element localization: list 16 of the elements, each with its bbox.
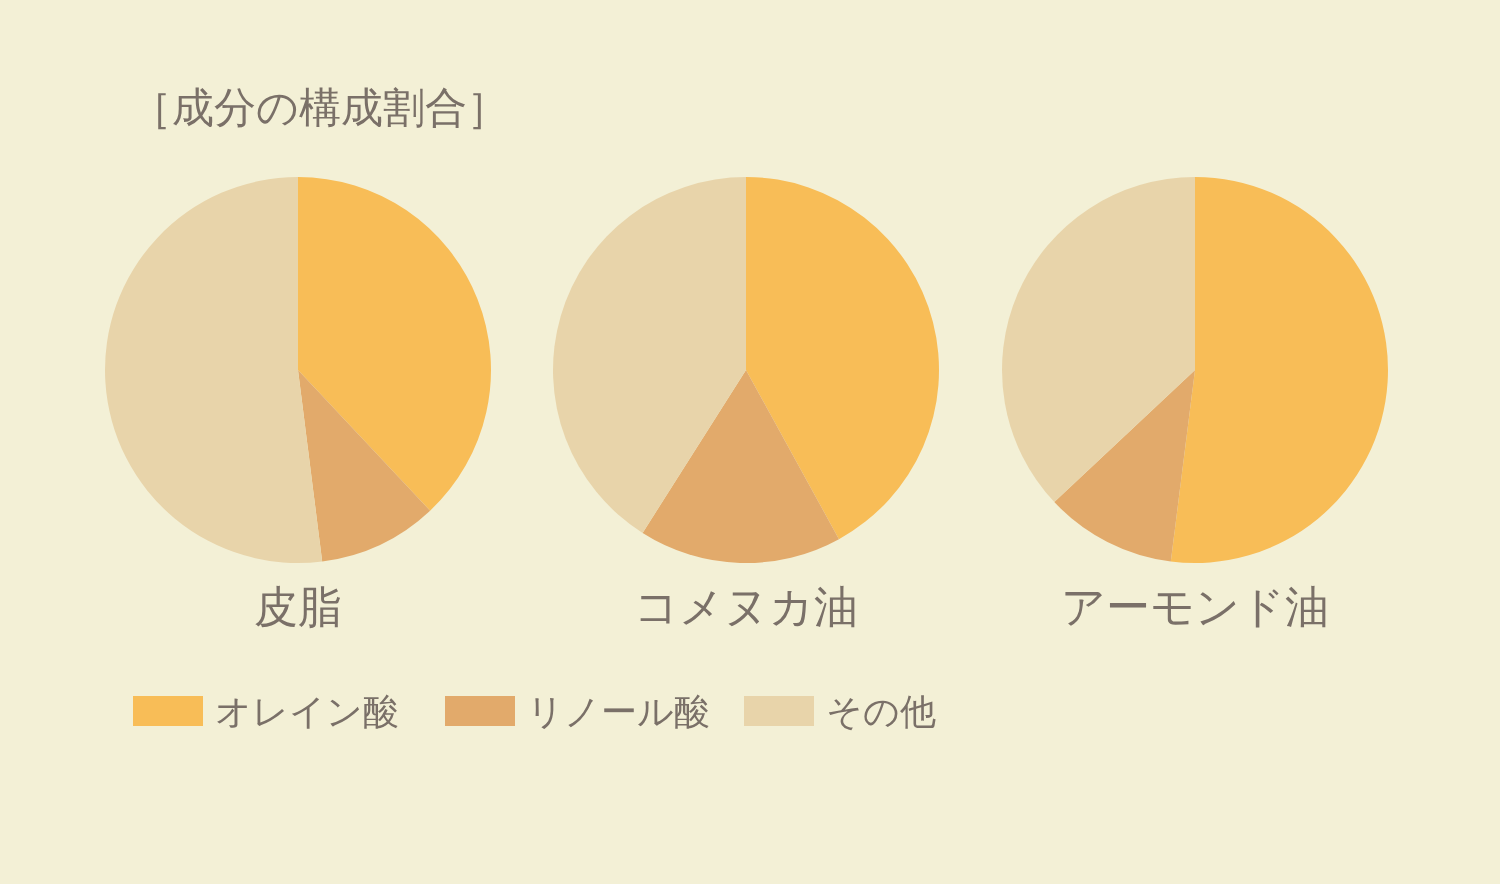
- pie-slice: [1002, 177, 1195, 503]
- text: アーモンド油: [1061, 581, 1329, 632]
- legend-item: その他: [744, 691, 936, 732]
- legend-item: オレイン酸: [133, 691, 399, 732]
- pie-slice: [553, 177, 746, 533]
- legend-label: その他: [826, 691, 936, 732]
- legend-label: リノール酸: [527, 691, 710, 732]
- pie-slice: [746, 177, 939, 540]
- text: コメヌカ油: [634, 581, 858, 632]
- legend-item: リノール酸: [445, 691, 710, 732]
- pie-slice: [1170, 177, 1388, 563]
- pie-slice: [1054, 370, 1195, 562]
- pie-slice: [642, 370, 839, 563]
- text: ［成分の構成割合］: [130, 83, 509, 132]
- text: 皮脂: [254, 581, 342, 632]
- legend-label: オレイン酸: [215, 691, 399, 732]
